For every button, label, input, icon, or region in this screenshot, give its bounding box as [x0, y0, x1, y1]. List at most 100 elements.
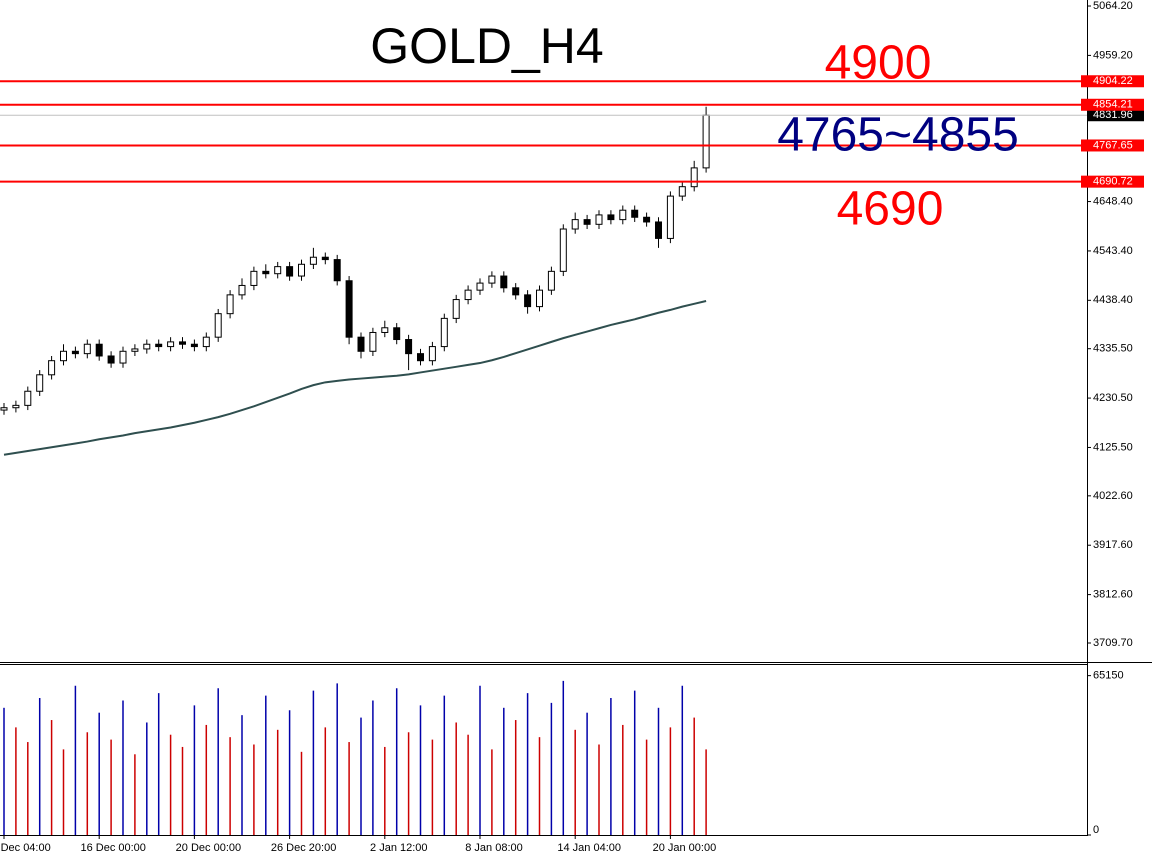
- x-tick-label: 10 Dec 04:00: [0, 842, 51, 854]
- candle-body: [357, 336, 365, 352]
- candle-body: [643, 216, 651, 223]
- candle-body: [333, 259, 341, 282]
- candle-body: [583, 219, 591, 225]
- price-tag-label: 4690.72: [1093, 176, 1133, 188]
- price-tag-label: 4854.21: [1093, 99, 1133, 111]
- y-tick-label: 3917.60: [1093, 539, 1133, 551]
- y-tick-label: 4543.40: [1093, 245, 1133, 257]
- price-tag: [1081, 75, 1144, 88]
- y-tick-label: 3709.70: [1093, 637, 1133, 649]
- candle-body: [24, 390, 32, 406]
- candle-body: [369, 331, 377, 352]
- candle-body: [524, 294, 532, 308]
- plot-bg: [0, 0, 1087, 835]
- x-tick-label: 2 Jan 12:00: [370, 842, 428, 854]
- candle-body: [500, 275, 508, 289]
- annotation: 4690: [837, 183, 944, 236]
- candle-body: [690, 167, 698, 188]
- candle-body: [60, 350, 67, 362]
- candle-body: [298, 263, 305, 277]
- candle-body: [0, 407, 8, 411]
- candle-body: [107, 355, 115, 364]
- y2-tick-label: 65150: [1093, 670, 1124, 682]
- price-tag: [1081, 175, 1144, 188]
- candle-body: [428, 346, 436, 362]
- candle-body: [286, 266, 294, 277]
- annotation: 4765~4855: [777, 109, 1019, 162]
- x-tick-label: 20 Dec 00:00: [176, 842, 241, 854]
- candle-body: [547, 270, 555, 291]
- candle-body: [95, 343, 103, 357]
- candle-body: [167, 341, 175, 348]
- x-tick-label: 26 Dec 20:00: [271, 842, 336, 854]
- candle-body: [571, 219, 579, 230]
- candle-body: [678, 186, 686, 197]
- price-tag-label: 4767.65: [1093, 139, 1133, 151]
- candle-body: [214, 313, 222, 338]
- candle-body: [476, 282, 484, 291]
- moving-average: [3, 299, 707, 456]
- candle-body: [238, 284, 246, 296]
- candle-body: [143, 343, 151, 350]
- candle-body: [202, 336, 210, 348]
- candle-body: [119, 350, 127, 364]
- candle-body: [452, 299, 460, 319]
- y2-tick-label: 0: [1093, 824, 1099, 836]
- y-tick-label: 5064.20: [1093, 0, 1133, 12]
- candle-body: [702, 114, 710, 169]
- candle-body: [393, 327, 401, 341]
- candle-body: [619, 209, 627, 221]
- candle-body: [607, 214, 615, 221]
- price-tag: [1081, 98, 1144, 111]
- chart-title: GOLD_H4: [370, 18, 603, 74]
- candle-body: [36, 374, 44, 392]
- candle-body: [48, 360, 56, 376]
- candle-body: [226, 294, 234, 315]
- candle-body: [71, 350, 79, 355]
- candle-body: [345, 280, 353, 338]
- candle-body: [536, 289, 543, 308]
- candle-body: [512, 287, 520, 296]
- candle-body: [179, 341, 186, 345]
- candle-body: [274, 266, 282, 275]
- candle-body: [321, 256, 329, 261]
- price-tag-label: 4904.22: [1093, 75, 1133, 87]
- candle-body: [559, 228, 567, 272]
- candle-body: [83, 343, 91, 355]
- current-price-label: 4831.96: [1093, 109, 1133, 121]
- candle-body: [250, 270, 258, 286]
- x-tick-label: 14 Jan 04:00: [557, 842, 621, 854]
- candle-body: [488, 275, 496, 284]
- current-price-tag: [1088, 109, 1144, 122]
- price-tag: [1081, 139, 1144, 152]
- y-tick-label: 4438.40: [1093, 294, 1133, 306]
- candle-body: [131, 348, 139, 352]
- x-tick-label: 8 Jan 08:00: [465, 842, 523, 854]
- candle-body: [262, 270, 270, 275]
- y-tick-label: 4230.50: [1093, 392, 1133, 404]
- candle-body: [655, 221, 662, 239]
- candle-body: [440, 317, 448, 348]
- y-tick-label: 4335.50: [1093, 343, 1133, 355]
- candle-body: [417, 353, 424, 362]
- candle-body: [631, 209, 639, 218]
- candle-body: [381, 327, 389, 333]
- candle-body: [595, 214, 603, 225]
- candle-body: [405, 339, 413, 355]
- y-tick-label: 4022.60: [1093, 490, 1133, 502]
- annotation: 4900: [825, 37, 932, 90]
- candle-body: [464, 289, 472, 301]
- candle-body: [666, 195, 674, 239]
- y-tick-label: 4125.50: [1093, 441, 1133, 453]
- y-tick-label: 4959.20: [1093, 49, 1133, 61]
- x-tick-label: 20 Jan 00:00: [653, 842, 717, 854]
- candle-body: [190, 343, 198, 348]
- candle-body: [309, 256, 317, 265]
- y-tick-label: 3812.60: [1093, 589, 1133, 601]
- y-tick-label: 4648.40: [1093, 195, 1133, 207]
- candle-body: [155, 343, 163, 348]
- candle-body: [12, 404, 20, 409]
- x-tick-label: 16 Dec 00:00: [80, 842, 145, 854]
